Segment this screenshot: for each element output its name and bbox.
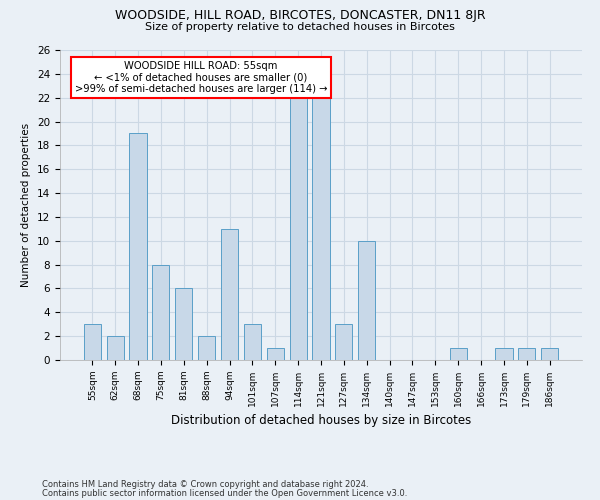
Text: WOODSIDE, HILL ROAD, BIRCOTES, DONCASTER, DN11 8JR: WOODSIDE, HILL ROAD, BIRCOTES, DONCASTER… <box>115 9 485 22</box>
Text: WOODSIDE HILL ROAD: 55sqm
← <1% of detached houses are smaller (0)
>99% of semi-: WOODSIDE HILL ROAD: 55sqm ← <1% of detac… <box>74 61 327 94</box>
Bar <box>266 348 284 360</box>
Bar <box>518 348 535 360</box>
Bar <box>130 134 146 360</box>
Bar <box>175 288 193 360</box>
Bar <box>541 348 558 360</box>
Bar <box>152 264 169 360</box>
Bar <box>244 324 261 360</box>
Text: Size of property relative to detached houses in Bircotes: Size of property relative to detached ho… <box>145 22 455 32</box>
Bar <box>449 348 467 360</box>
Bar <box>313 98 329 360</box>
Bar <box>358 241 376 360</box>
Text: Contains public sector information licensed under the Open Government Licence v3: Contains public sector information licen… <box>42 489 407 498</box>
Y-axis label: Number of detached properties: Number of detached properties <box>22 123 31 287</box>
Bar <box>107 336 124 360</box>
X-axis label: Distribution of detached houses by size in Bircotes: Distribution of detached houses by size … <box>171 414 471 428</box>
Bar <box>496 348 512 360</box>
Text: Contains HM Land Registry data © Crown copyright and database right 2024.: Contains HM Land Registry data © Crown c… <box>42 480 368 489</box>
Bar <box>290 98 307 360</box>
Bar <box>84 324 101 360</box>
Bar <box>198 336 215 360</box>
Bar <box>221 229 238 360</box>
Bar <box>335 324 352 360</box>
